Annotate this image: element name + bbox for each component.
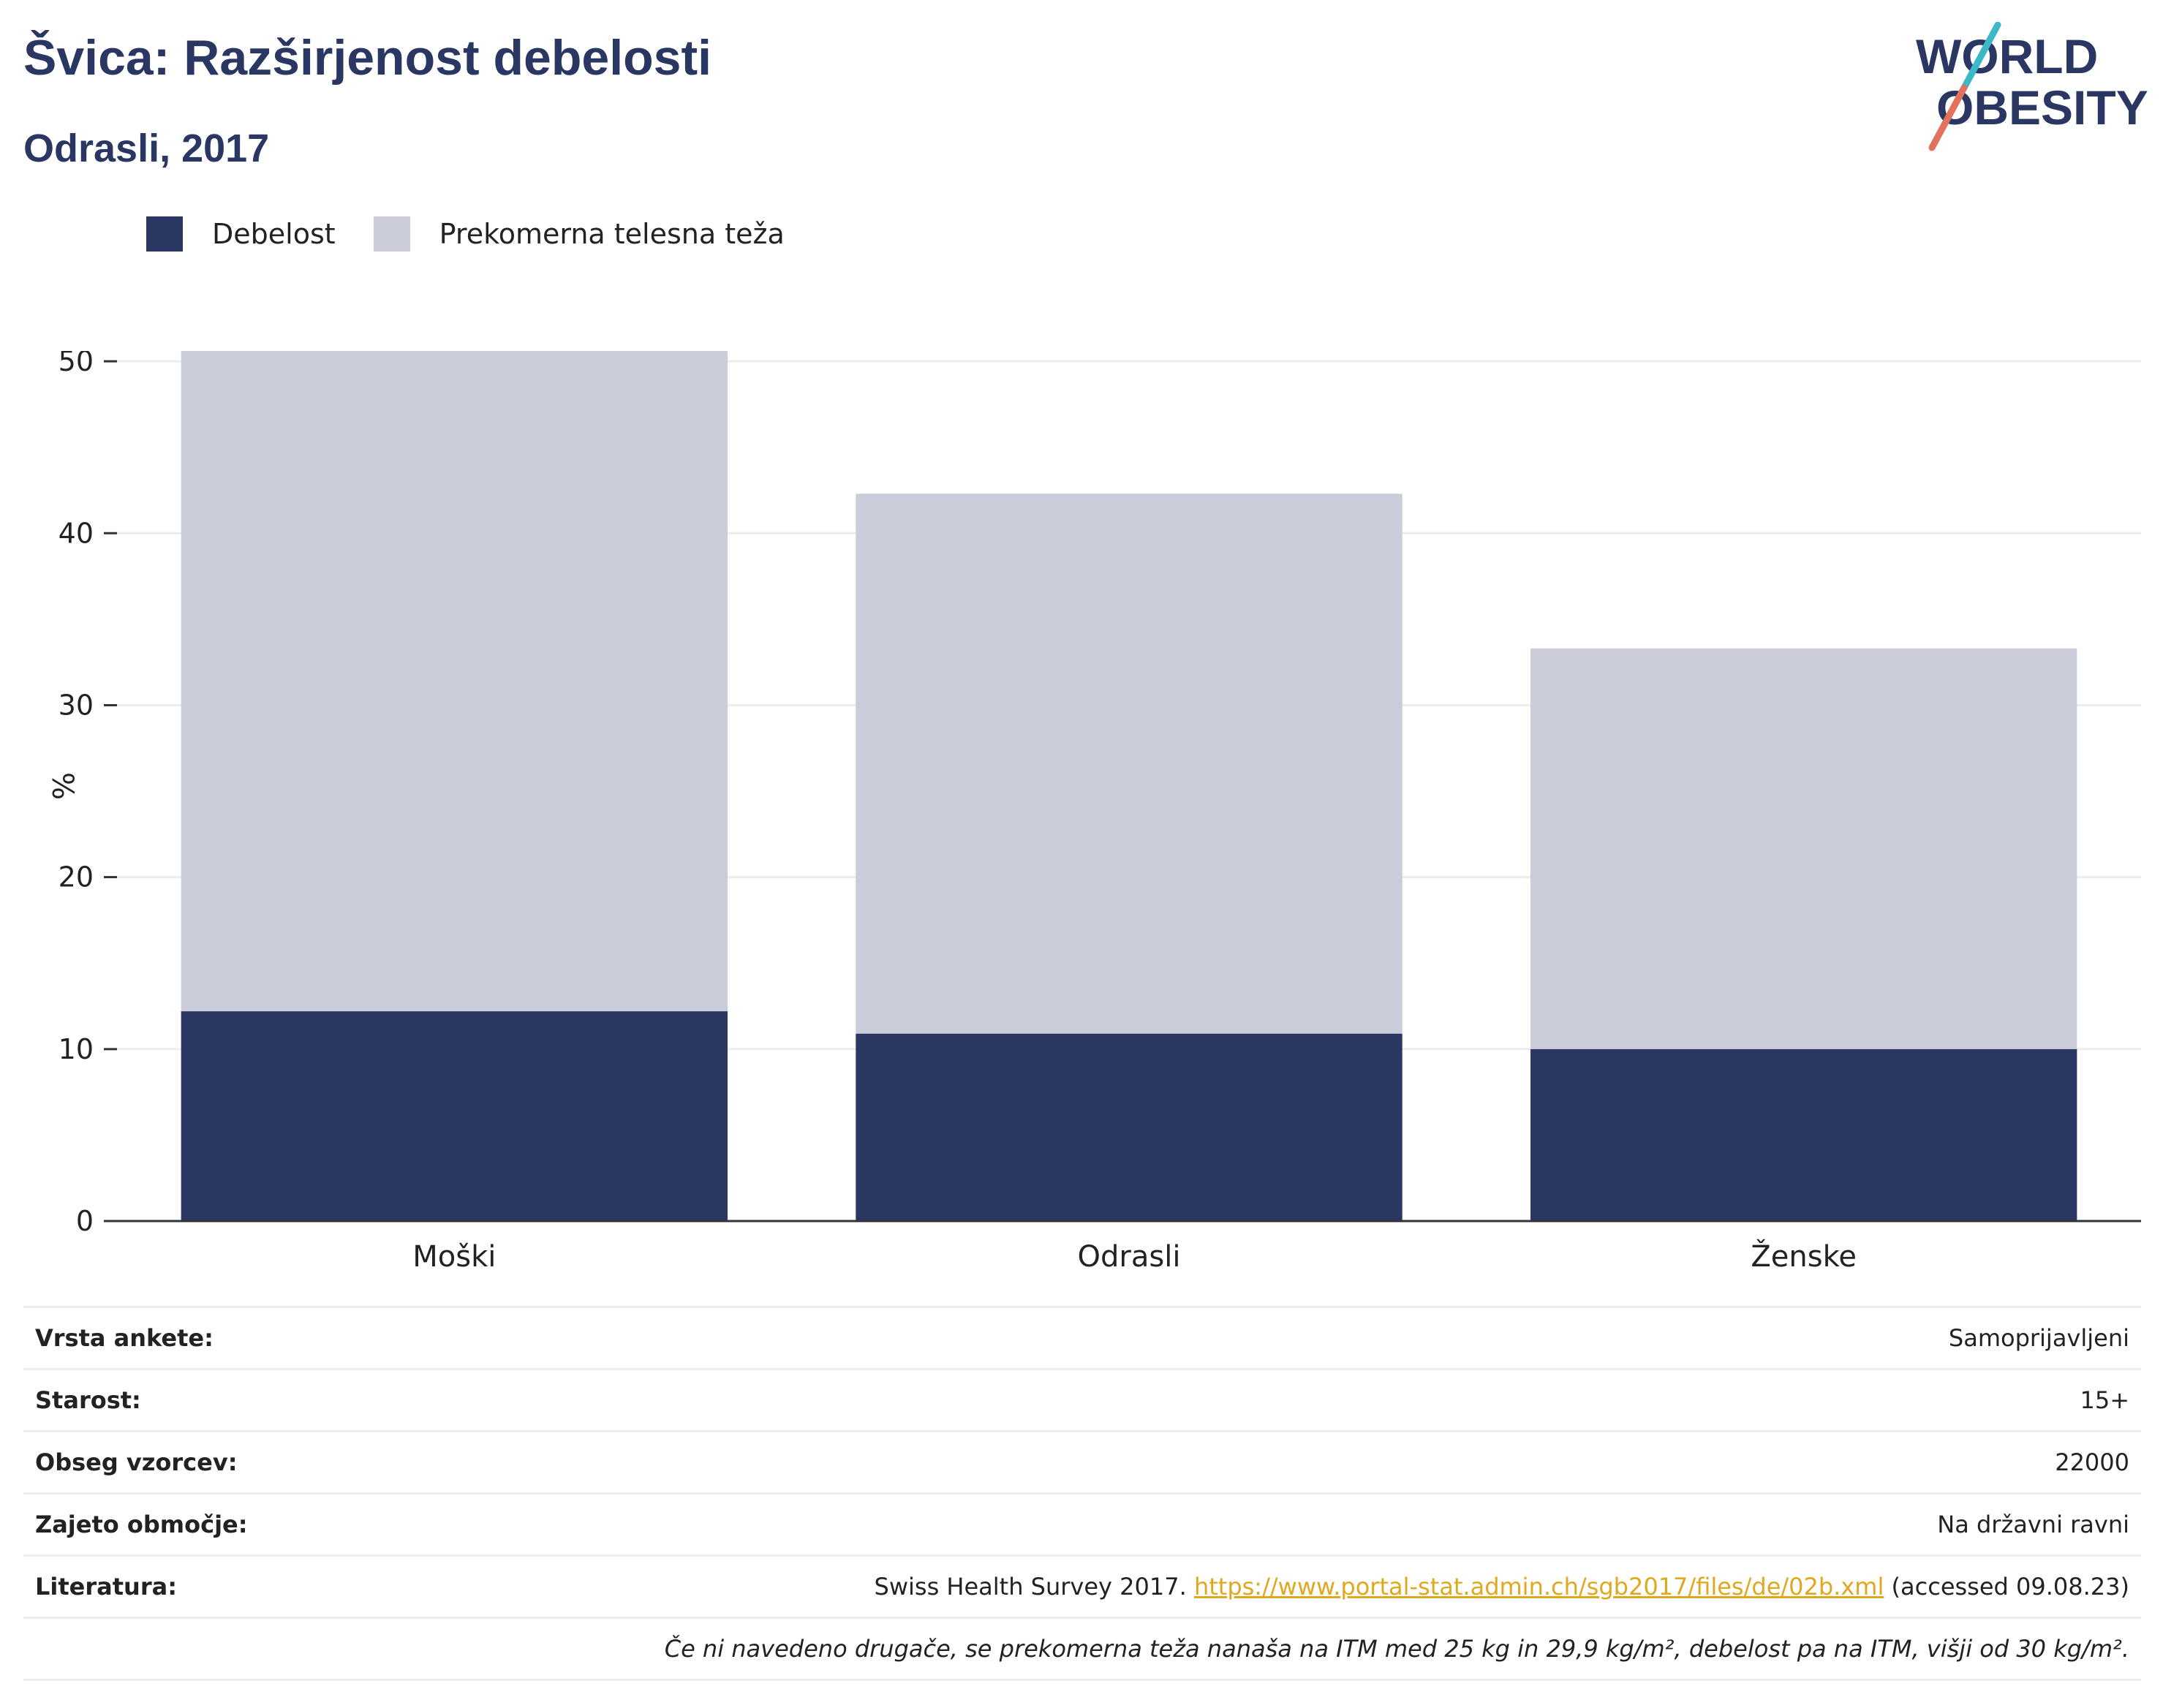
legend-label: Debelost xyxy=(212,218,336,250)
info-row: Zajeto območje: Na državni ravni xyxy=(23,1492,2141,1556)
logo-line1: WORLD xyxy=(1916,29,2098,83)
chart-title: Švica: Razširjenost debelosti xyxy=(23,30,711,86)
bar-segment-prekomerna-0 xyxy=(181,351,728,1012)
world-obesity-logo: WORLD OBESITY xyxy=(1916,22,2148,151)
y-tick-label: 40 xyxy=(58,517,94,549)
logo-slash-top xyxy=(1960,22,2001,91)
info-value: Na državni ravni xyxy=(353,1492,2141,1556)
logo-slash-bottom xyxy=(1928,84,1968,151)
info-row-note: Če ni navedeno drugače, se prekomerna te… xyxy=(23,1617,2141,1681)
info-value: 22000 xyxy=(353,1430,2141,1494)
info-key: Literatura: xyxy=(23,1554,354,1618)
x-tick-label: Ženske xyxy=(1751,1239,1857,1272)
chart-subtitle: Odrasli, 2017 xyxy=(23,126,270,170)
reference-text: Swiss Health Survey 2017. xyxy=(874,1573,1187,1601)
info-row: Vrsta ankete: Samoprijavljeni xyxy=(23,1306,2141,1369)
legend: Debelost Prekomerna telesna teža xyxy=(146,216,823,252)
bar-segment-debelost-0 xyxy=(181,1011,728,1221)
x-tick-label: Odrasli xyxy=(1078,1240,1181,1272)
x-tick-label: Moški xyxy=(412,1240,496,1272)
info-key: Starost: xyxy=(23,1368,354,1432)
reference-value: Swiss Health Survey 2017. https://www.po… xyxy=(353,1554,2141,1618)
y-tick-label: 0 xyxy=(76,1205,94,1237)
info-value: 15+ xyxy=(353,1368,2141,1432)
logo-line2: OBESITY xyxy=(1936,80,2148,135)
info-key: Zajeto območje: xyxy=(23,1492,354,1556)
y-tick-label: 50 xyxy=(58,351,94,377)
y-tick-label: 30 xyxy=(58,689,94,721)
info-table: Vrsta ankete: Samoprijavljeni Starost: 1… xyxy=(23,1306,2141,1681)
bar-segment-debelost-1 xyxy=(856,1033,1403,1221)
legend-label: Prekomerna telesna teža xyxy=(439,218,785,250)
info-key: Obseg vzorcev: xyxy=(23,1430,354,1494)
info-row: Obseg vzorcev: 22000 xyxy=(23,1430,2141,1494)
info-row-reference: Literatura: Swiss Health Survey 2017. ht… xyxy=(23,1554,2141,1618)
legend-swatch-debelost xyxy=(146,216,183,252)
y-axis-label: % xyxy=(45,772,79,800)
bar-segment-debelost-2 xyxy=(1530,1048,2077,1221)
info-row: Starost: 15+ xyxy=(23,1368,2141,1432)
bar-segment-prekomerna-1 xyxy=(856,494,1403,1034)
y-tick-label: 10 xyxy=(58,1033,94,1065)
bar-chart: 0 10 20 30 40 50% Moški Odrasli Ženske xyxy=(45,351,2141,1272)
info-key: Vrsta ankete: xyxy=(23,1306,354,1369)
info-value: Samoprijavljeni xyxy=(353,1306,2141,1369)
legend-swatch-prekomerna xyxy=(373,216,410,252)
y-tick-label: 20 xyxy=(58,861,94,893)
reference-link[interactable]: https://www.portal-stat.admin.ch/sgb2017… xyxy=(1193,1573,1884,1601)
reference-accessed: (accessed 09.08.23) xyxy=(1891,1573,2129,1601)
definition-note: Če ni navedeno drugače, se prekomerna te… xyxy=(23,1617,2141,1681)
legend-item-prekomerna[interactable]: Prekomerna telesna teža xyxy=(373,216,785,252)
bar-segment-prekomerna-2 xyxy=(1530,648,2077,1049)
legend-item-debelost[interactable]: Debelost xyxy=(146,216,336,252)
